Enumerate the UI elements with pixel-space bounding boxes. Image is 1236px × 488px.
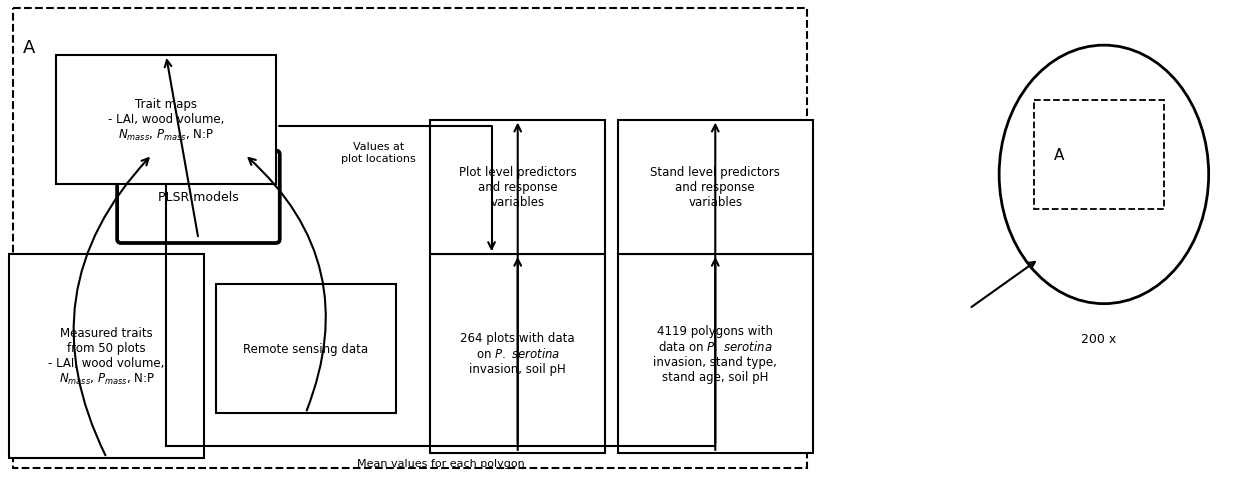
Text: Trait maps
- LAI, wood volume,
$N_{mass}$, $P_{mass}$, N:P: Trait maps - LAI, wood volume, $N_{mass}… xyxy=(108,98,224,143)
FancyBboxPatch shape xyxy=(618,121,812,254)
FancyBboxPatch shape xyxy=(117,151,279,244)
Text: Stand level predictors
and response
variables: Stand level predictors and response vari… xyxy=(650,166,780,209)
FancyBboxPatch shape xyxy=(430,121,606,254)
Text: 4119 polygons with
data on $P.$ $serotina$
invasion, stand type,
stand age, soil: 4119 polygons with data on $P.$ $serotin… xyxy=(654,324,777,383)
Text: Mean values for each polygon: Mean values for each polygon xyxy=(357,458,524,468)
FancyBboxPatch shape xyxy=(430,254,606,453)
Text: 264 plots with data
on $P.$ $serotina$
invasion, soil pH: 264 plots with data on $P.$ $serotina$ i… xyxy=(461,331,575,376)
Text: 200 x: 200 x xyxy=(1082,332,1116,345)
FancyBboxPatch shape xyxy=(216,284,396,413)
Text: Values at
plot locations: Values at plot locations xyxy=(341,142,417,163)
FancyBboxPatch shape xyxy=(618,254,812,453)
Text: Remote sensing data: Remote sensing data xyxy=(243,342,368,355)
Text: A: A xyxy=(23,39,36,57)
Text: A: A xyxy=(1054,148,1064,163)
Text: Plot level predictors
and response
variables: Plot level predictors and response varia… xyxy=(459,166,577,209)
FancyBboxPatch shape xyxy=(10,254,204,458)
FancyBboxPatch shape xyxy=(57,56,276,185)
Bar xyxy=(1035,101,1164,210)
Text: PLSR models: PLSR models xyxy=(158,191,239,204)
Bar xyxy=(14,9,807,468)
Text: Measured traits
from 50 plots
- LAI, wood volume,
$N_{mass}$, $P_{mass}$, N:P: Measured traits from 50 plots - LAI, woo… xyxy=(48,326,164,386)
